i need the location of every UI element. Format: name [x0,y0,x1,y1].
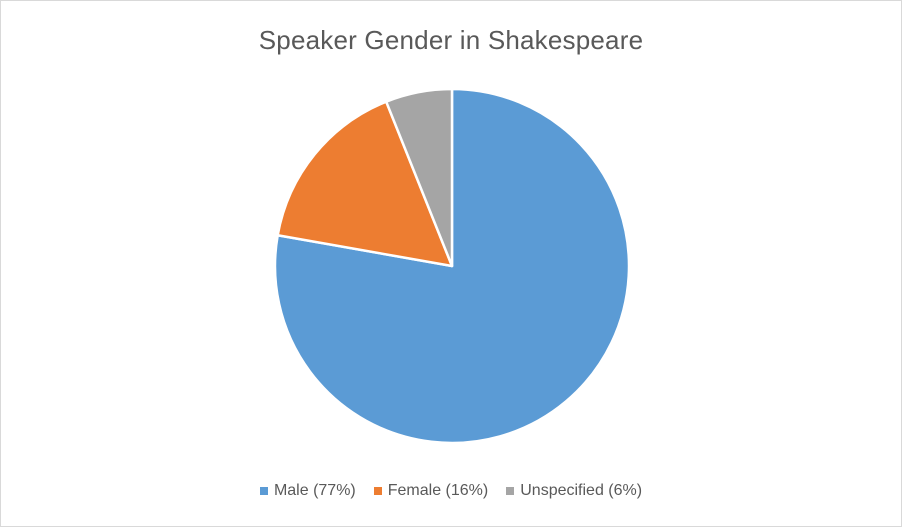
legend-item-male: Male (77%) [259,482,356,500]
legend-swatch-female [373,487,382,495]
legend-label-unspecified: Unspecified (6%) [520,482,643,499]
legend-label-male: Male (77%) [273,482,356,499]
pie-slice-male [273,87,631,445]
legend-swatch-unspecified [506,487,515,495]
chart-title: Speaker Gender in Shakespeare [258,25,644,55]
legend-item-unspecified: Unspecified (6%) [506,482,642,500]
pie-slice-female [276,100,454,268]
legend-swatch-male [259,487,268,495]
legend: Male (77%) Female (16%) Unspecified (6%) [1,482,901,500]
legend-item-female: Female (16%) [373,482,489,500]
pie-slice-unspecified [384,87,454,268]
legend-label-female: Female (16%) [387,482,489,499]
